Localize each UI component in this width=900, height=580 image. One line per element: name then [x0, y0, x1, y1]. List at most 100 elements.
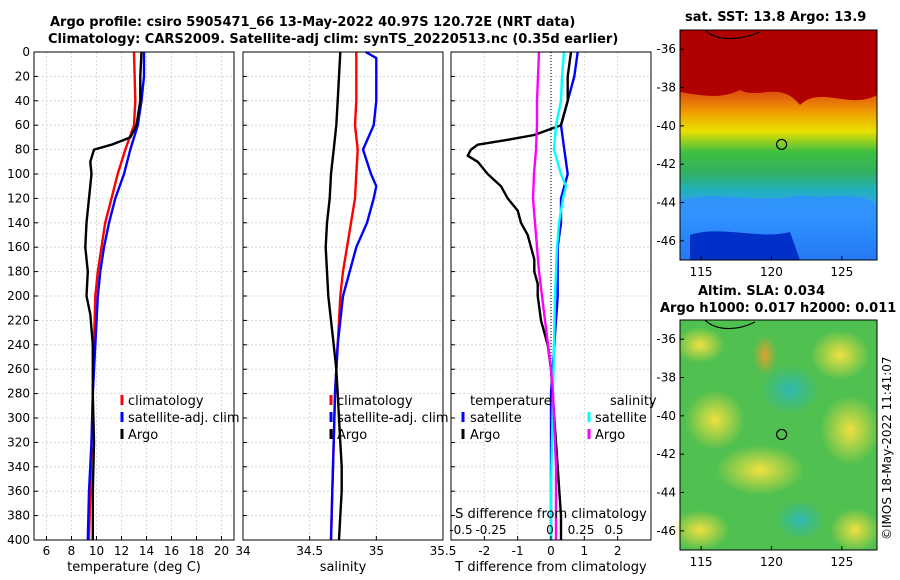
x2-tick-label: 0.25: [568, 523, 595, 537]
legend-label: climatology: [128, 394, 204, 409]
y-tick-label: 280: [7, 387, 30, 401]
y-tick-label: -40: [656, 119, 676, 133]
x-tick-label: -1: [512, 544, 524, 558]
y-tick-label: 40: [15, 94, 30, 108]
x-tick-label: 1: [581, 544, 589, 558]
title-line-1: Argo profile: csiro 5905471_66 13-May-20…: [50, 15, 576, 30]
sla-blob: [753, 335, 777, 375]
sla-blob: [810, 330, 870, 380]
x2-tick-label: -0.5: [449, 523, 472, 537]
sla-blob: [670, 510, 730, 550]
y-tick-label: -38: [656, 81, 676, 95]
x-tick-label: -2: [478, 544, 490, 558]
sla-blob: [775, 500, 825, 540]
argo-location-marker: [775, 138, 788, 151]
argo-location-marker: [775, 428, 788, 441]
series-line-satellite-adj-clim: [329, 50, 378, 541]
sla-coastline: [704, 319, 756, 330]
sla-blob: [685, 390, 745, 450]
x-tick-label: 16: [164, 544, 179, 558]
difference-panel: -2 -1 0 1 2 T difference from climatology temp…: [449, 51, 657, 575]
x-tick-label: 20: [214, 544, 229, 558]
x-tick-label: 125: [830, 265, 853, 279]
y-tick-label: 260: [7, 362, 30, 376]
legend-title-salinity: salinity: [610, 394, 657, 409]
x-tick-label: 8: [68, 544, 76, 558]
sla-blob: [820, 395, 880, 465]
sst-warm-region: [680, 30, 877, 105]
series-line-argo: [84, 51, 143, 540]
y-tick-label: -46: [656, 524, 676, 538]
x-tick-label: 2: [614, 544, 622, 558]
sst-map-frame: [679, 29, 878, 261]
x-axis-label: salinity: [320, 560, 367, 575]
y-tick-label: -36: [656, 332, 676, 346]
legend-label: Argo: [470, 428, 500, 443]
sla-map-axes: 115 120 125 -36 -38 -40 -42 -44 -46: [656, 332, 853, 569]
sla-blob: [675, 327, 725, 363]
y-tick-label: 360: [7, 484, 30, 498]
y-tick-label: 160: [7, 240, 30, 254]
y-tick-label: -44: [656, 486, 676, 500]
y-tick-label: 140: [7, 216, 30, 230]
x-tick-label: 115: [690, 265, 713, 279]
legend-label: Argo: [595, 428, 625, 443]
legend-label: satellite-adj. clim: [337, 411, 449, 426]
x-tick-label: 35.5: [430, 544, 457, 558]
sst-coastline: [704, 29, 761, 40]
x-tick-label: 34: [235, 544, 250, 558]
legend-label: Argo: [128, 428, 158, 443]
sla-map: [670, 319, 880, 552]
x-tick-label: 120: [760, 265, 783, 279]
x-tick-label: 6: [43, 544, 51, 558]
series-line-argo: [324, 51, 343, 541]
sla-blob: [760, 365, 820, 415]
sst-map-title: sat. SST: 13.8 Argo: 13.9: [685, 10, 867, 25]
map-axes: 115 120 125 -36 -38 -40 -42 -44 -46 115 120 125 -36 -…: [656, 42, 853, 569]
y-tick-label: 300: [7, 411, 30, 425]
x-axis-label: temperature (deg C): [67, 560, 201, 575]
legend-label: Argo: [337, 428, 367, 443]
y-tick-label: 240: [7, 338, 30, 352]
x2-tick-label: -0.25: [475, 523, 506, 537]
x-tick-label: 18: [189, 544, 204, 558]
legend-label: climatology: [337, 394, 413, 409]
y-tick-label: 380: [7, 509, 30, 523]
y-tick-label: -46: [656, 234, 676, 248]
y-tick-label: 200: [7, 289, 30, 303]
sla-map-title-2: Argo h1000: 0.017 h2000: 0.011: [660, 301, 897, 316]
sst-coldest-region: [690, 231, 800, 260]
sla-map-title-1: Altim. SLA: 0.034: [698, 284, 825, 299]
legend-label: satellite: [470, 411, 522, 426]
sst-map: [679, 29, 878, 261]
x-tick-label: 35: [369, 544, 384, 558]
sst-map-axes: 115 120 125 -36 -38 -40 -42 -44 -46: [656, 42, 853, 279]
y-tick-label: 120: [7, 191, 30, 205]
y-tick-label: -38: [656, 371, 676, 385]
x-tick-label: 34.5: [296, 544, 323, 558]
legend-label: satellite-adj. clim: [128, 411, 240, 426]
x-tick-label: 115: [690, 555, 713, 569]
title-line-2: Climatology: CARS2009. Satellite-adj cli…: [48, 32, 619, 47]
x-tick-label: 0: [547, 544, 555, 558]
y-tick-label: 400: [7, 533, 30, 547]
y-tick-label: 0: [22, 45, 30, 59]
y-tick-label: 220: [7, 313, 30, 327]
sla-map-frame: [679, 319, 878, 551]
salinity-panel: 34 34.5 35 35.5 salinity climatology satellite…: [235, 50, 457, 575]
x-axis-label: T difference from climatology: [454, 560, 647, 575]
y-tick-label: 180: [7, 265, 30, 279]
y-tick-label: -44: [656, 196, 676, 210]
y-tick-label: 100: [7, 167, 30, 181]
sla-blob: [830, 508, 880, 552]
temperature-panel: 6 8 10 12 14 16 18 20 temperature (deg C) 0 20 40 60…: [7, 45, 240, 575]
sla-blob: [715, 445, 805, 495]
x2-tick-label: 0: [546, 523, 554, 537]
x-tick-label: 14: [139, 544, 154, 558]
x-tick-label: 125: [830, 555, 853, 569]
legend-title-temperature: temperature: [470, 394, 552, 409]
series-line-s-argo: [531, 51, 558, 540]
y-tick-label: 80: [15, 143, 30, 157]
